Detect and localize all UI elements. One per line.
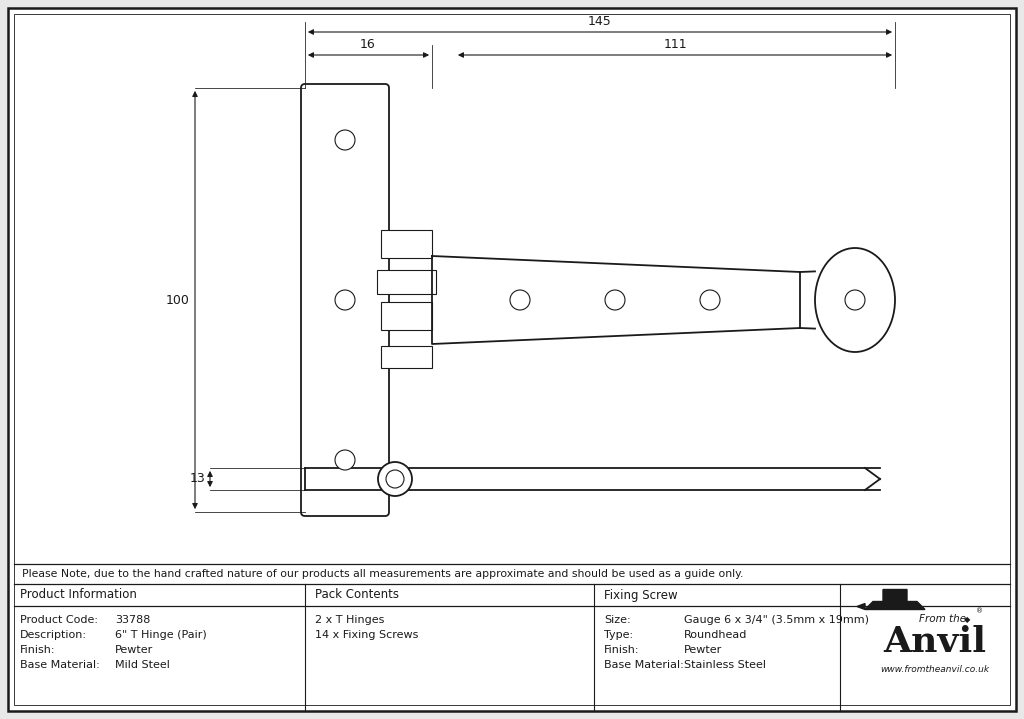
Text: Gauge 6 x 3/4" (3.5mm x 19mm): Gauge 6 x 3/4" (3.5mm x 19mm) — [684, 615, 869, 625]
Text: 33788: 33788 — [115, 615, 151, 625]
Text: www.fromtheanvil.co.uk: www.fromtheanvil.co.uk — [881, 665, 989, 674]
Text: Anvil: Anvil — [884, 626, 986, 659]
Polygon shape — [865, 590, 925, 610]
Circle shape — [335, 290, 355, 310]
Bar — [377, 270, 436, 294]
Text: Description:: Description: — [20, 630, 87, 640]
Polygon shape — [857, 603, 865, 610]
Text: ®: ® — [977, 608, 984, 615]
Text: Finish:: Finish: — [20, 645, 55, 655]
Circle shape — [845, 290, 865, 310]
Text: Product Code:: Product Code: — [20, 615, 98, 625]
Circle shape — [335, 450, 355, 470]
Circle shape — [605, 290, 625, 310]
Text: Size:: Size: — [604, 615, 631, 625]
Polygon shape — [432, 256, 800, 344]
Text: Mild Steel: Mild Steel — [115, 660, 170, 670]
Ellipse shape — [815, 248, 895, 352]
Text: Fixing Screw: Fixing Screw — [604, 588, 678, 602]
Text: Base Material:: Base Material: — [20, 660, 99, 670]
Text: Finish:: Finish: — [604, 645, 640, 655]
Text: Stainless Steel: Stainless Steel — [684, 660, 766, 670]
Text: From the: From the — [920, 615, 967, 625]
Circle shape — [700, 290, 720, 310]
Bar — [381, 346, 432, 368]
Text: ◆: ◆ — [964, 615, 971, 624]
Bar — [381, 302, 432, 330]
FancyBboxPatch shape — [301, 84, 389, 516]
Text: Pewter: Pewter — [684, 645, 722, 655]
Text: Please Note, due to the hand crafted nature of our products all measurements are: Please Note, due to the hand crafted nat… — [22, 569, 743, 579]
Text: Type:: Type: — [604, 630, 633, 640]
Text: 111: 111 — [664, 38, 687, 51]
Text: Pewter: Pewter — [115, 645, 154, 655]
Circle shape — [510, 290, 530, 310]
Circle shape — [378, 462, 412, 496]
Text: 145: 145 — [588, 15, 612, 28]
Text: Pack Contents: Pack Contents — [315, 588, 399, 602]
Text: 16: 16 — [360, 38, 376, 51]
Text: Roundhead: Roundhead — [684, 630, 748, 640]
Circle shape — [386, 470, 404, 488]
Text: 14 x Fixing Screws: 14 x Fixing Screws — [315, 630, 419, 640]
Text: Product Information: Product Information — [20, 588, 137, 602]
Text: 13: 13 — [189, 472, 205, 485]
Text: 6" T Hinge (Pair): 6" T Hinge (Pair) — [115, 630, 207, 640]
Text: Base Material:: Base Material: — [604, 660, 684, 670]
Circle shape — [335, 130, 355, 150]
FancyBboxPatch shape — [8, 8, 1016, 711]
Bar — [381, 230, 432, 258]
Text: 100: 100 — [166, 293, 190, 306]
Text: 2 x T Hinges: 2 x T Hinges — [315, 615, 384, 625]
